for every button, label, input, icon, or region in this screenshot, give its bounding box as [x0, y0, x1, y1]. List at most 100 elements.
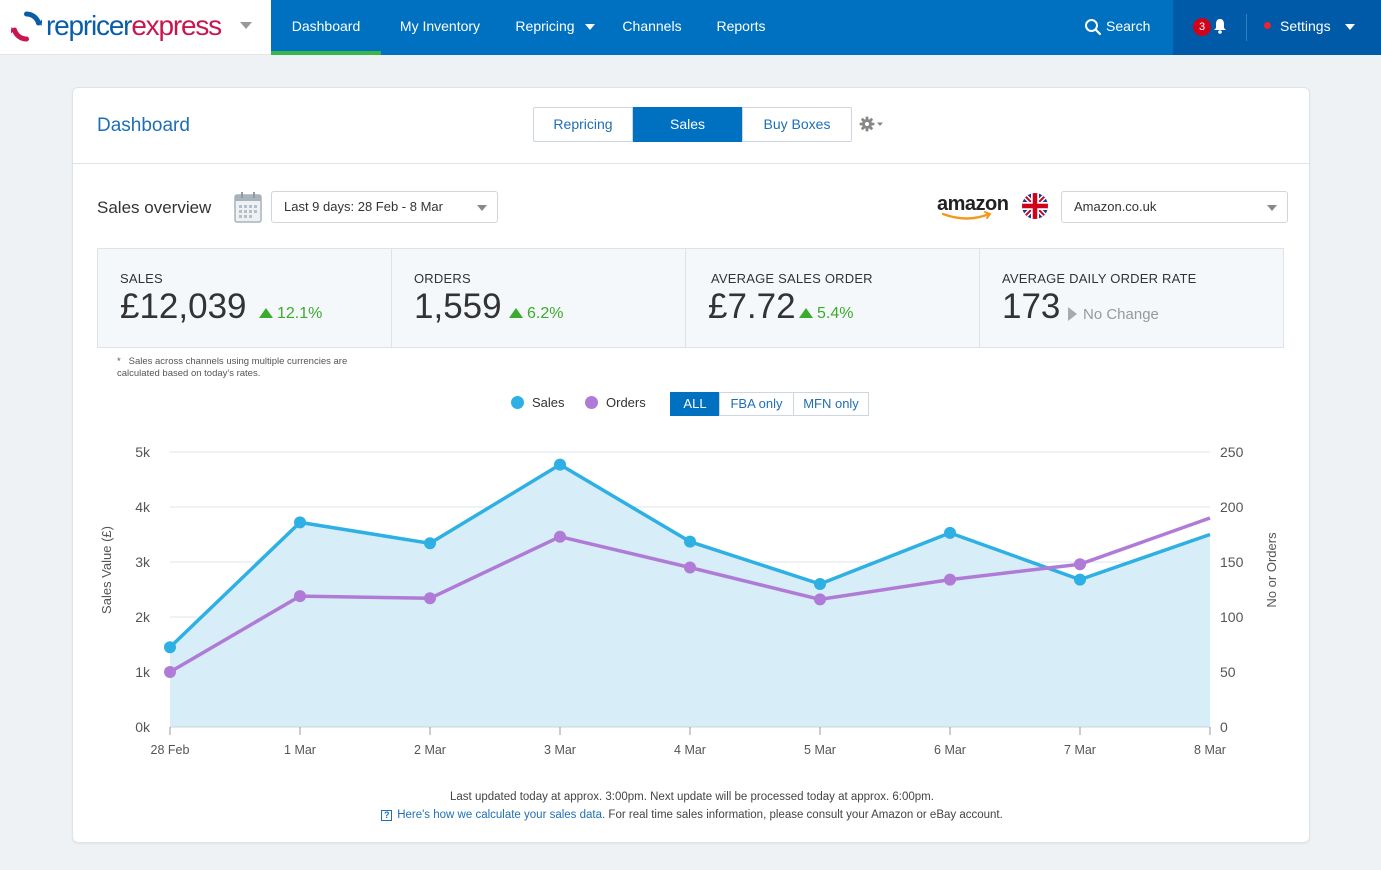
- orders-point: [294, 590, 306, 603]
- arrow-up-icon: [259, 308, 273, 318]
- marketplace-value: Amazon.co.uk: [1074, 199, 1157, 214]
- brand-name-part1: repricer: [46, 10, 133, 41]
- sales-point: [294, 516, 306, 529]
- stat-label: AVERAGE SALES ORDER: [711, 271, 873, 286]
- y-axis-left-tick: 0k: [135, 719, 151, 735]
- arrow-right-icon: [1068, 307, 1077, 321]
- stat-label: AVERAGE DAILY ORDER RATE: [1002, 271, 1197, 286]
- y-axis-left-tick: 4k: [135, 499, 151, 515]
- chevron-down-icon: [477, 205, 487, 211]
- orders-dot-icon: [585, 396, 598, 409]
- sales-orders-chart: Sales Value (£) No or Orders 0k 1k 2k 3k 4k 5…: [99, 444, 1279, 757]
- stat-change: 5.4%: [799, 305, 853, 323]
- orders-point: [814, 593, 826, 606]
- date-range-value: Last 9 days: 28 Feb - 8 Mar: [284, 199, 443, 214]
- legend-sales-label: Sales: [532, 395, 565, 410]
- arrow-up-icon: [799, 308, 813, 318]
- stat-change: 12.1%: [259, 305, 322, 323]
- y-axis-left-title: Sales Value (£): [99, 526, 114, 614]
- nav-my-inventory[interactable]: My Inventory: [386, 0, 494, 55]
- filter-mfn-button[interactable]: MFN only: [793, 392, 869, 416]
- sales-point: [1074, 573, 1086, 586]
- header-divider: [73, 163, 1309, 164]
- x-axis-label: 8 Mar: [1194, 743, 1226, 757]
- y-axis-right-tick: 200: [1220, 499, 1244, 515]
- orders-point: [684, 561, 696, 574]
- stat-sales: SALES £12,039 12.1%: [98, 249, 392, 347]
- stat-label: SALES: [120, 271, 163, 286]
- orders-point: [164, 666, 176, 678]
- chevron-down-icon: [240, 22, 252, 29]
- nav-reports-label: Reports: [716, 18, 766, 34]
- nav-reports[interactable]: Reports: [705, 0, 777, 55]
- stat-change-value: 12.1%: [277, 305, 323, 322]
- marketplace-select[interactable]: Amazon.co.uk: [1061, 191, 1288, 223]
- sales-point: [814, 578, 826, 590]
- x-axis-label: 28 Feb: [151, 743, 190, 757]
- page-title: Dashboard: [97, 115, 190, 136]
- sales-dot-icon: [511, 396, 524, 409]
- x-axis-label: 1 Mar: [284, 743, 316, 757]
- nav-repricing[interactable]: Repricing: [505, 0, 605, 55]
- search-icon: [1085, 19, 1102, 36]
- nav-dashboard[interactable]: Dashboard: [271, 0, 381, 55]
- y-axis-left-tick: 2k: [135, 609, 151, 625]
- x-axis-label: 7 Mar: [1064, 743, 1096, 757]
- repricer-logo-icon: [11, 11, 42, 42]
- gear-icon[interactable]: [859, 116, 885, 132]
- nav-channels[interactable]: Channels: [612, 0, 692, 55]
- date-range-select[interactable]: Last 9 days: 28 Feb - 8 Mar: [271, 191, 498, 223]
- stat-label: ORDERS: [414, 271, 471, 286]
- sales-point: [554, 458, 566, 471]
- y-axis-right-title: No or Orders: [1264, 532, 1279, 608]
- search-button[interactable]: Search: [1084, 0, 1150, 55]
- sales-calc-help-link[interactable]: Here's how we calculate your sales data.: [397, 809, 606, 821]
- status-dot-icon: [1264, 22, 1271, 29]
- tab-buy-boxes[interactable]: Buy Boxes: [742, 107, 852, 142]
- chevron-down-icon: [1344, 24, 1355, 31]
- sales-overview-title: Sales overview: [97, 198, 212, 217]
- tab-sales[interactable]: Sales: [633, 107, 742, 142]
- nav-my-inventory-label: My Inventory: [399, 18, 481, 34]
- notification-count-badge[interactable]: 3: [1193, 18, 1211, 36]
- bell-icon[interactable]: [1213, 18, 1227, 34]
- x-axis-label: 2 Mar: [414, 743, 446, 757]
- calendar-icon[interactable]: [234, 191, 262, 223]
- stat-change-value: 5.4%: [817, 305, 854, 322]
- y-axis-right-tick: 250: [1220, 444, 1244, 460]
- sales-point: [424, 537, 436, 550]
- settings-menu[interactable]: Settings: [1264, 0, 1355, 55]
- legend-sales[interactable]: Sales: [511, 395, 565, 410]
- last-updated-text: Last updated today at approx. 3:00pm. Ne…: [450, 791, 934, 803]
- help-icon[interactable]: ?: [381, 810, 393, 821]
- chevron-down-icon: [584, 24, 595, 31]
- y-axis-left-tick: 5k: [135, 444, 151, 460]
- y-axis-left-tick: 3k: [135, 554, 151, 570]
- legend-orders[interactable]: Orders: [585, 395, 646, 410]
- x-axis-label: 6 Mar: [934, 743, 966, 757]
- x-axis-label: 3 Mar: [544, 743, 576, 757]
- orders-point: [1074, 558, 1086, 571]
- y-axis-right-tick: 50: [1220, 664, 1236, 680]
- brand-name: repricerexpress: [46, 10, 222, 42]
- x-axis-label: 5 Mar: [804, 743, 836, 757]
- tab-repricing[interactable]: Repricing: [533, 107, 633, 142]
- filter-all-button[interactable]: ALL: [670, 392, 720, 416]
- amazon-logo-text: amazon: [937, 193, 1008, 215]
- search-label: Search: [1106, 18, 1151, 34]
- chevron-down-icon: [1267, 205, 1277, 211]
- help-rest-text: For real time sales information, please …: [605, 809, 1003, 821]
- brand-menu[interactable]: repricerexpress: [0, 0, 271, 55]
- sales-point: [164, 641, 176, 654]
- brand-name-part2: express: [131, 10, 222, 41]
- stat-change-value: 6.2%: [527, 305, 564, 322]
- stat-value: £12,039: [120, 287, 247, 326]
- nav-repricing-label: Repricing: [515, 18, 575, 34]
- y-axis-right-tick: 100: [1220, 609, 1244, 625]
- filter-fba-button[interactable]: FBA only: [719, 392, 794, 416]
- stat-value: £7.72: [708, 287, 796, 326]
- x-axis-label: 4 Mar: [674, 743, 706, 757]
- stat-value: 173: [1002, 287, 1061, 326]
- stat-change-value: No Change: [1083, 306, 1159, 323]
- stat-average-daily-order-rate: AVERAGE DAILY ORDER RATE 173 No Change: [980, 249, 1283, 347]
